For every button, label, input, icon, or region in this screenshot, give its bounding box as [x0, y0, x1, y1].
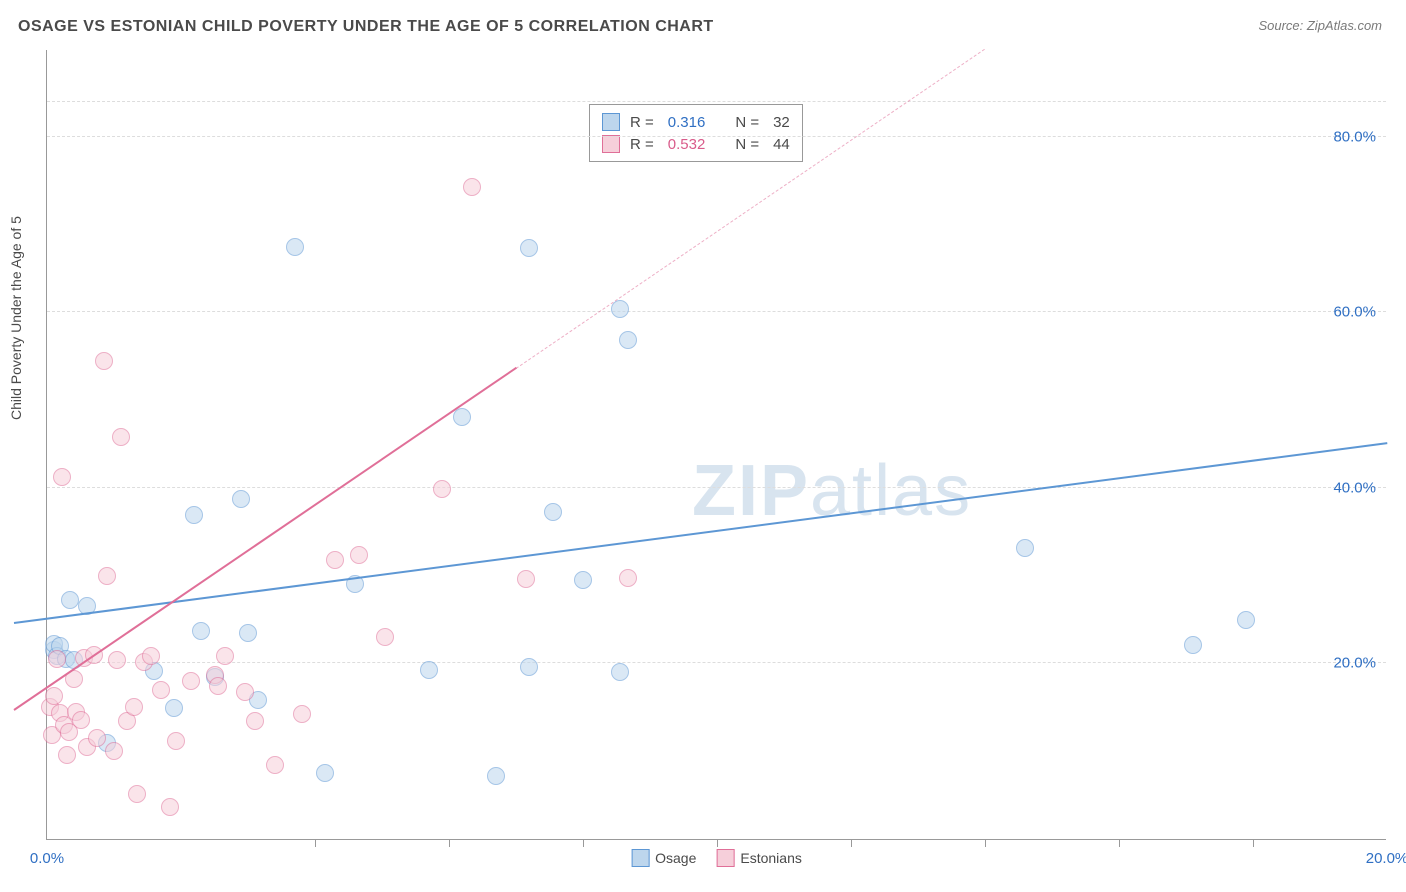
legend-swatch: [631, 849, 649, 867]
data-point: [433, 480, 451, 498]
x-tick-label: 20.0%: [1366, 850, 1406, 867]
data-point: [105, 742, 123, 760]
data-point: [53, 468, 71, 486]
legend-bottom-label: Estonians: [740, 850, 801, 866]
data-point: [167, 732, 185, 750]
source-credit: Source: ZipAtlas.com: [1258, 18, 1382, 33]
data-point: [611, 663, 629, 681]
x-tick: [315, 839, 316, 847]
data-point: [574, 571, 592, 589]
data-point: [95, 352, 113, 370]
data-point: [619, 331, 637, 349]
data-point: [350, 546, 368, 564]
x-tick: [1119, 839, 1120, 847]
correlation-legend: R = 0.316 N = 32 R = 0.532 N = 44: [589, 104, 803, 162]
gridline: [47, 136, 1386, 137]
legend-n-label: N =: [735, 136, 759, 153]
data-point: [72, 711, 90, 729]
watermark: ZIPatlas: [692, 450, 972, 532]
data-point: [161, 798, 179, 816]
data-point: [463, 178, 481, 196]
legend-r-label: R =: [630, 114, 654, 131]
legend-n-label: N =: [735, 114, 759, 131]
data-point: [192, 622, 210, 640]
data-point: [108, 651, 126, 669]
chart-title: OSAGE VS ESTONIAN CHILD POVERTY UNDER TH…: [18, 18, 714, 36]
legend-bottom-item: Osage: [631, 849, 696, 867]
data-point: [1237, 611, 1255, 629]
data-point: [619, 569, 637, 587]
gridline: [47, 487, 1386, 488]
legend-row: R = 0.316 N = 32: [602, 111, 790, 133]
gridline: [47, 311, 1386, 312]
data-point: [453, 408, 471, 426]
data-point: [293, 705, 311, 723]
data-point: [326, 551, 344, 569]
chart-container: OSAGE VS ESTONIAN CHILD POVERTY UNDER TH…: [0, 0, 1406, 892]
data-point: [376, 628, 394, 646]
legend-bottom-item: Estonians: [716, 849, 801, 867]
data-point: [61, 591, 79, 609]
data-point: [239, 624, 257, 642]
x-tick: [717, 839, 718, 847]
plot-area: ZIPatlas R =0.316N =32R =0.532N =44 Osag…: [46, 50, 1386, 840]
data-point: [1016, 539, 1034, 557]
y-tick-label: 20.0%: [1333, 655, 1376, 672]
data-point: [246, 712, 264, 730]
data-point: [48, 650, 66, 668]
data-point: [236, 683, 254, 701]
y-axis-label: Child Poverty Under the Age of 5: [8, 216, 24, 420]
x-tick: [1253, 839, 1254, 847]
legend-r-label: R =: [630, 136, 654, 153]
series-legend: Osage Estonians: [631, 849, 802, 867]
legend-n-value: 44: [773, 136, 790, 153]
data-point: [316, 764, 334, 782]
data-point: [487, 767, 505, 785]
data-point: [45, 687, 63, 705]
legend-swatch: [602, 113, 620, 131]
data-point: [216, 647, 234, 665]
trend-line: [13, 442, 1387, 624]
data-point: [58, 746, 76, 764]
data-point: [1184, 636, 1202, 654]
data-point: [286, 238, 304, 256]
y-tick-label: 60.0%: [1333, 304, 1376, 321]
y-tick-label: 80.0%: [1333, 128, 1376, 145]
gridline: [47, 101, 1386, 102]
data-point: [142, 647, 160, 665]
x-tick: [583, 839, 584, 847]
data-point: [520, 658, 538, 676]
x-tick: [449, 839, 450, 847]
legend-n-value: 32: [773, 114, 790, 131]
data-point: [182, 672, 200, 690]
data-point: [209, 677, 227, 695]
trend-line: [13, 367, 517, 711]
data-point: [98, 567, 116, 585]
legend-r-value: 0.532: [668, 136, 706, 153]
data-point: [125, 698, 143, 716]
legend-swatch: [716, 849, 734, 867]
data-point: [112, 428, 130, 446]
legend-r-value: 0.316: [668, 114, 706, 131]
data-point: [544, 503, 562, 521]
gridline: [47, 662, 1386, 663]
legend-bottom-label: Osage: [655, 850, 696, 866]
data-point: [165, 699, 183, 717]
x-tick: [851, 839, 852, 847]
legend-swatch: [602, 135, 620, 153]
y-tick-label: 40.0%: [1333, 479, 1376, 496]
data-point: [266, 756, 284, 774]
data-point: [232, 490, 250, 508]
data-point: [420, 661, 438, 679]
data-point: [128, 785, 146, 803]
data-point: [185, 506, 203, 524]
data-point: [152, 681, 170, 699]
data-point: [88, 729, 106, 747]
x-tick: [985, 839, 986, 847]
data-point: [520, 239, 538, 257]
data-point: [517, 570, 535, 588]
x-tick-label: 0.0%: [30, 850, 64, 867]
trend-line-dashed: [516, 48, 986, 368]
